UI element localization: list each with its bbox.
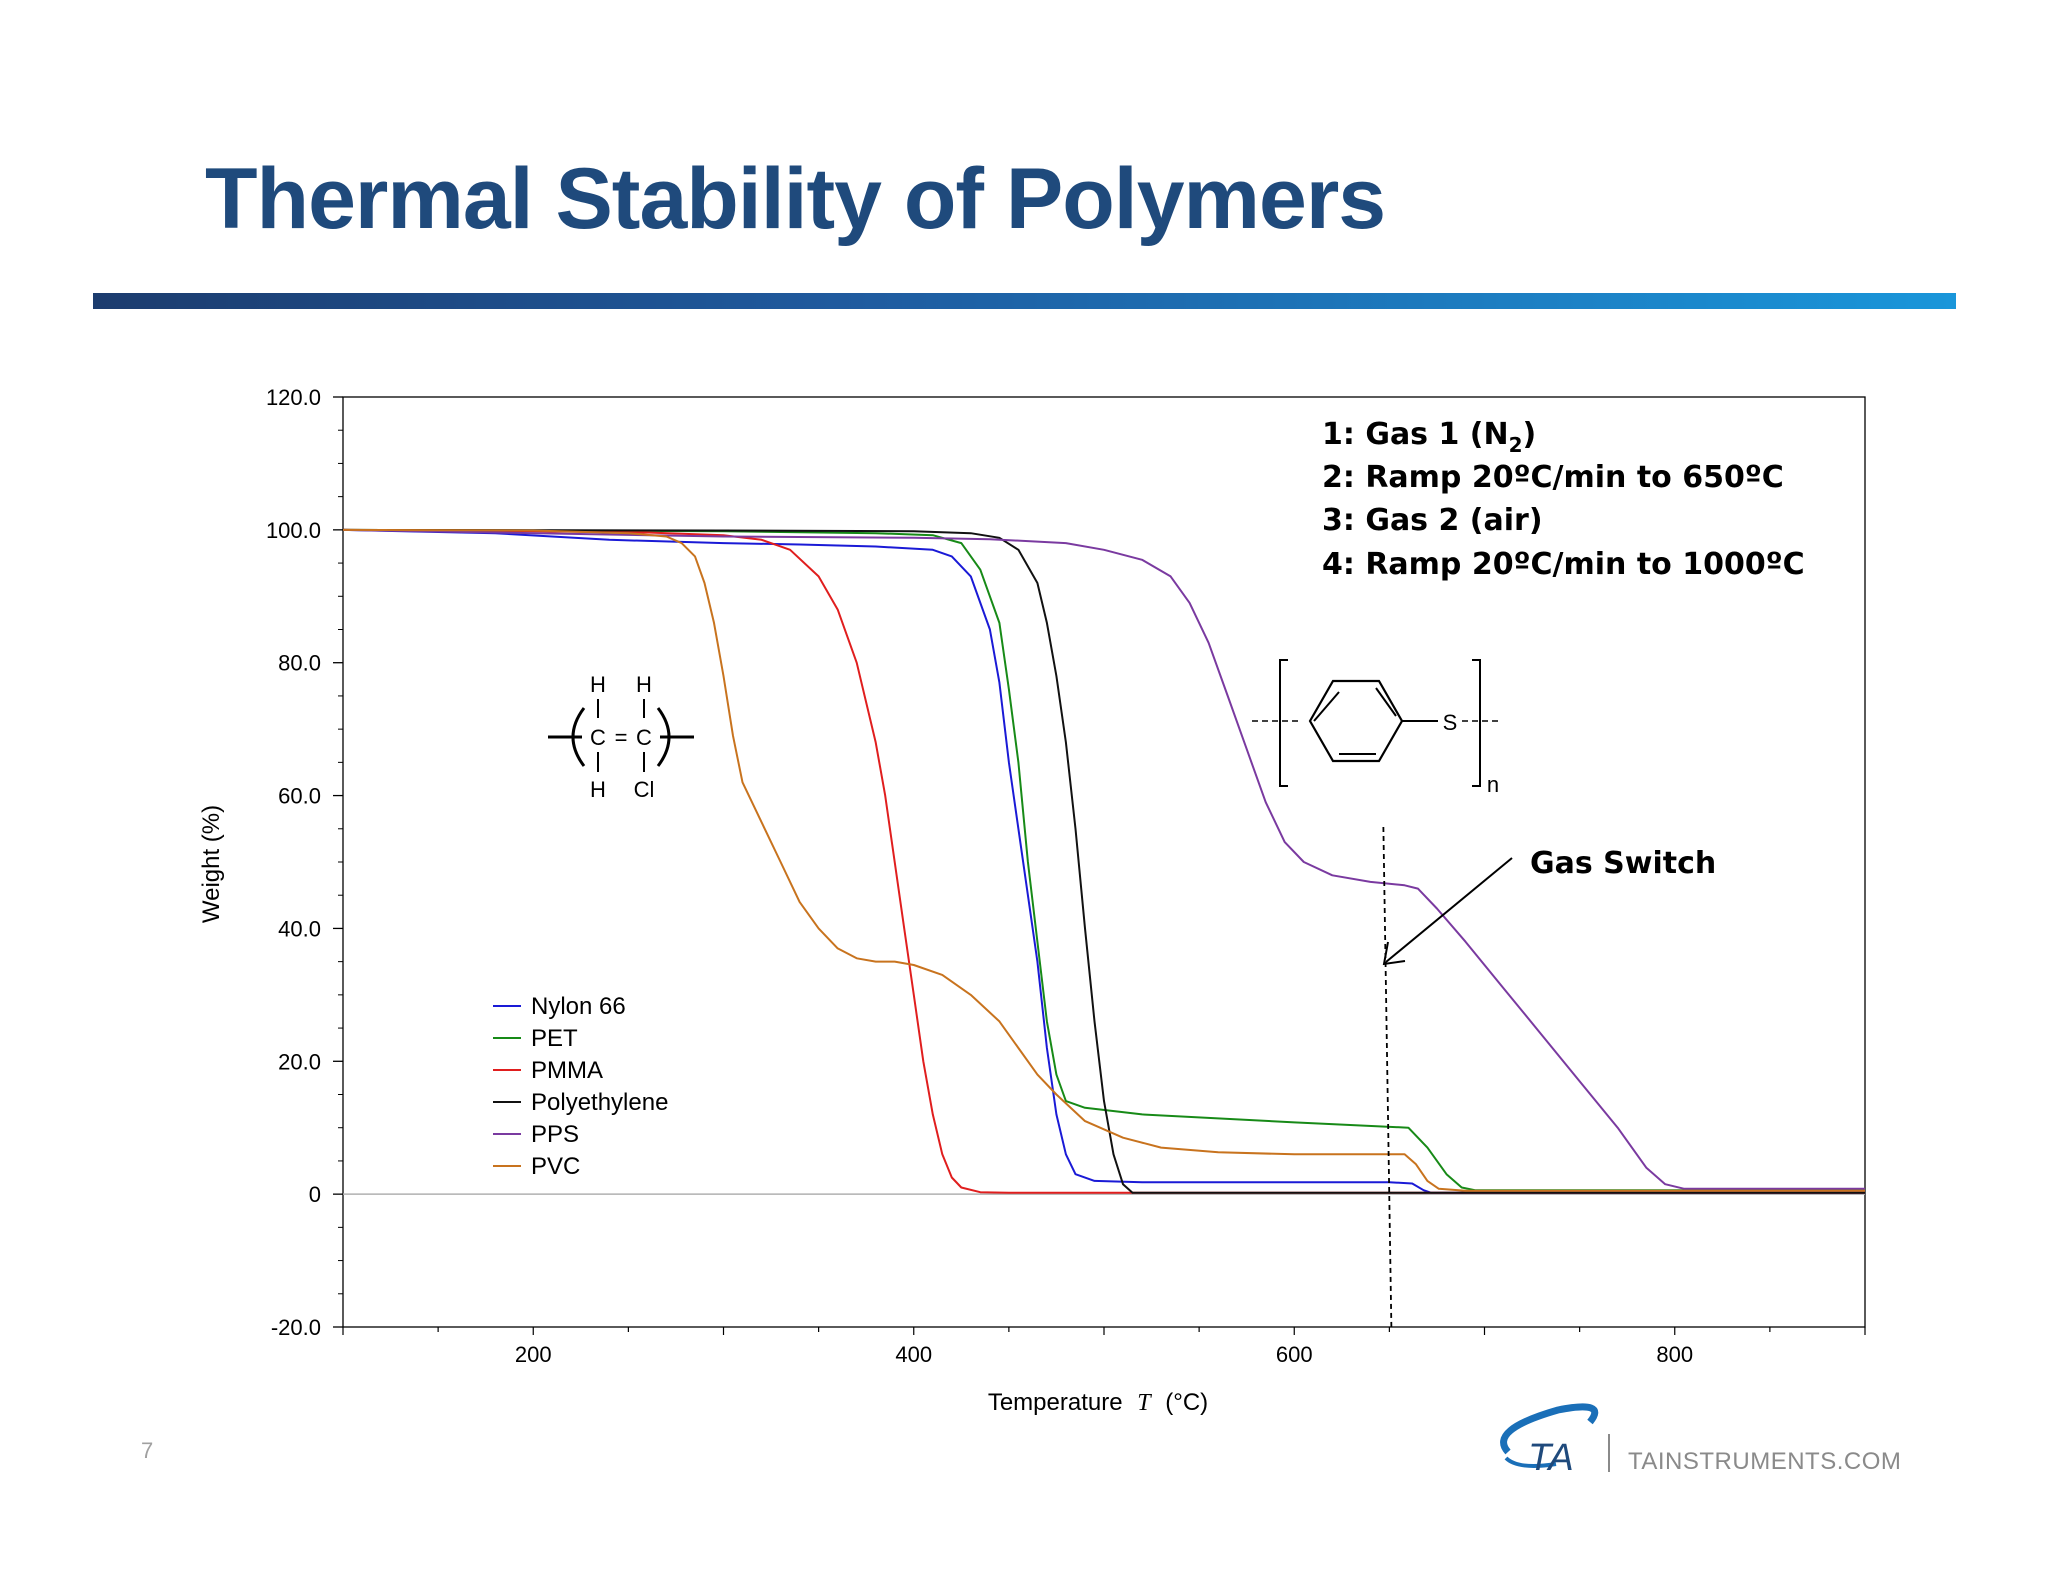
step-1-subscript: 2 (1509, 433, 1523, 457)
gas-switch-line (1382, 826, 1393, 1328)
svg-text:S: S (1443, 710, 1458, 735)
series-group (342, 528, 1865, 1194)
x-axis-label: Temperature (988, 1389, 1123, 1416)
y-tick-label: 100.0 (266, 518, 321, 543)
y-tick-label: 60.0 (278, 784, 321, 809)
y-axis-ticks: -20.0 0 20.0 40.0 60.0 80.0 100.0 120.0 (266, 385, 343, 1340)
svg-text:H: H (636, 672, 652, 697)
series-line-polyethylene (342, 528, 1865, 1194)
ta-logo: TA (1478, 1400, 1898, 1480)
svg-text:n: n (1487, 772, 1499, 797)
series-line-pps (342, 528, 1865, 1190)
x-tick-label: 600 (1276, 1342, 1313, 1367)
svg-text:C: C (636, 725, 652, 750)
legend-label: PPS (531, 1121, 579, 1148)
step-2: 2: Ramp 20ºC/min to 650ºC (1322, 460, 1784, 495)
y-tick-label: 80.0 (278, 651, 321, 676)
x-axis-unit: (°C) (1165, 1389, 1208, 1416)
gas-steps-annotation: 1: Gas 1 (N2) 2: Ramp 20ºC/min to 650ºC … (1322, 417, 1805, 582)
ta-logo-mark: TA (1500, 1403, 1599, 1479)
page-number: 7 (141, 1438, 154, 1463)
svg-text:C: C (590, 725, 606, 750)
legend: Nylon 66 PET PMMA Polyethylene PPS PVC (493, 993, 668, 1180)
series-line-pet (342, 528, 1865, 1192)
legend-label: PET (531, 1025, 578, 1052)
legend-label: PMMA (531, 1057, 603, 1084)
svg-text:H: H (590, 777, 606, 802)
step-4: 4: Ramp 20ºC/min to 1000ºC (1322, 547, 1805, 582)
x-tick-label: 400 (895, 1342, 932, 1367)
x-axis-title: Temperature T (°C) (988, 1389, 1208, 1416)
y-axis-title: Weight (%) (198, 805, 225, 923)
plot-area (342, 396, 1866, 1328)
step-1: 1: Gas 1 (N2) (1322, 417, 1536, 457)
logo-divider (1608, 1434, 1610, 1472)
slide-title: Thermal Stability of Polymers (205, 151, 1386, 247)
y-tick-label: 40.0 (278, 916, 321, 941)
gas-switch-label: Gas Switch (1530, 846, 1716, 881)
legend-label: Polyethylene (531, 1089, 668, 1116)
series-line-nylon-66 (342, 528, 1865, 1194)
x-axis-ticks: 200 400 600 800 (342, 1327, 1866, 1367)
pps-structure: S n (1252, 659, 1500, 797)
ta-logo-text: TA (1528, 1437, 1574, 1479)
y-tick-label: 0 (309, 1182, 321, 1207)
legend-label: Nylon 66 (531, 993, 626, 1020)
pvc-structure: H H C = C H Cl (548, 672, 694, 802)
x-tick-label: 800 (1656, 1342, 1693, 1367)
legend-label: PVC (531, 1153, 580, 1180)
y-tick-label: -20.0 (271, 1315, 321, 1340)
y-tick-label: 120.0 (266, 385, 321, 410)
website-url: TAINSTRUMENTS.COM (1628, 1448, 1902, 1475)
x-axis-symbol: T (1137, 1390, 1152, 1416)
svg-text:Cl: Cl (634, 777, 655, 802)
gas-switch-arrow (1382, 857, 1513, 966)
series-line-pvc (342, 528, 1865, 1192)
title-rule (93, 293, 1956, 309)
svg-text:=: = (615, 725, 628, 750)
step-3: 3: Gas 2 (air) (1322, 503, 1543, 538)
y-tick-label: 20.0 (278, 1049, 321, 1074)
svg-text:H: H (590, 672, 606, 697)
x-tick-label: 200 (515, 1342, 552, 1367)
